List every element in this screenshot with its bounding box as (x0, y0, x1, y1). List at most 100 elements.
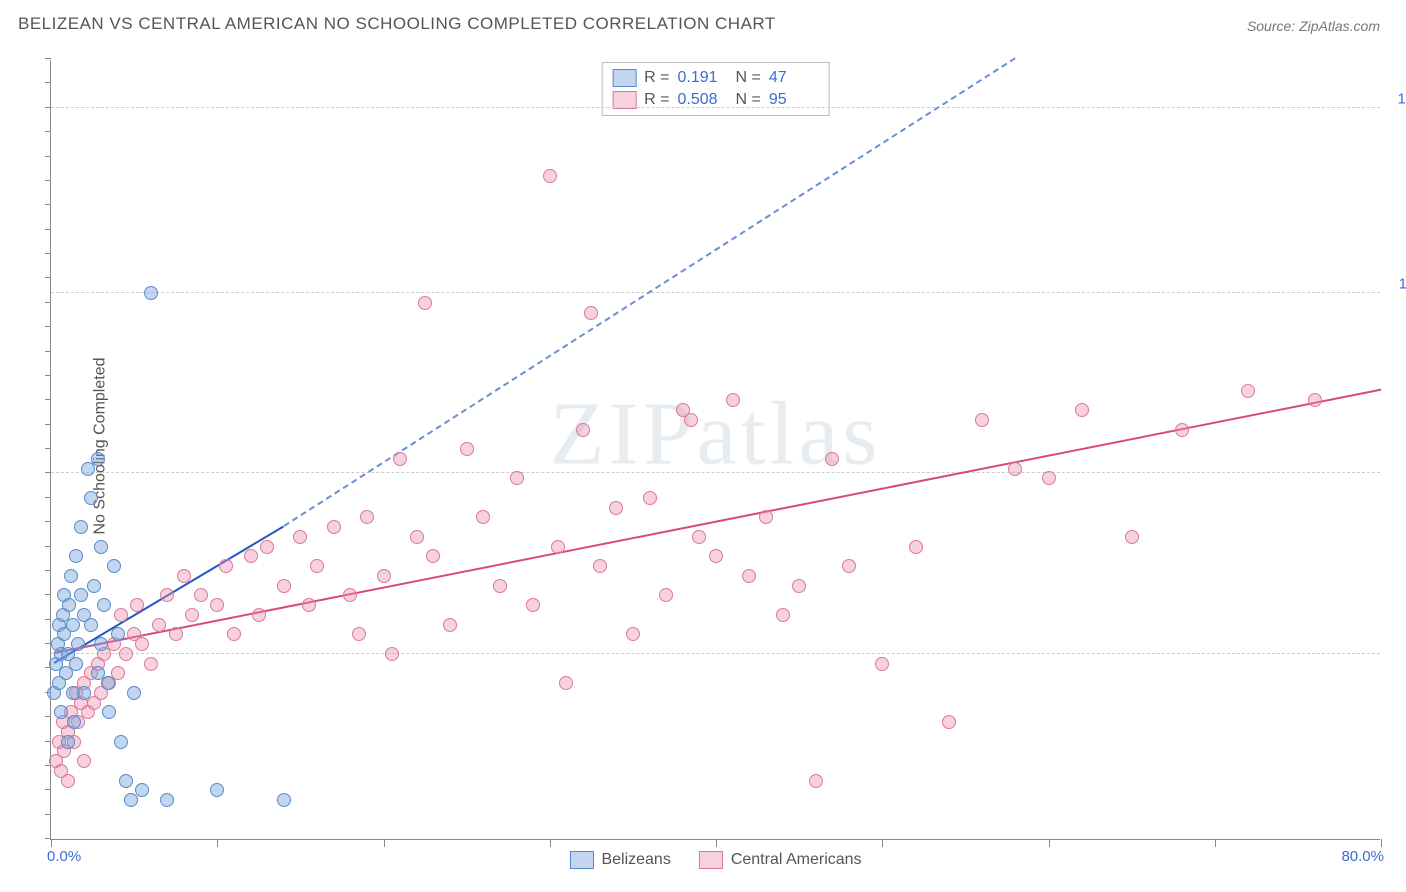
stats-row-belizeans: R = 0.191 N = 47 (612, 67, 819, 89)
data-point (559, 676, 573, 690)
data-point (1075, 403, 1089, 417)
y-tick (45, 472, 51, 473)
data-point (443, 618, 457, 632)
x-tick (217, 839, 218, 847)
data-point (842, 559, 856, 573)
data-point (185, 608, 199, 622)
data-point (84, 491, 98, 505)
data-point (61, 774, 75, 788)
chart-title: BELIZEAN VS CENTRAL AMERICAN NO SCHOOLIN… (18, 14, 776, 34)
data-point (54, 705, 68, 719)
data-point (742, 569, 756, 583)
data-point (476, 510, 490, 524)
y-tick (45, 351, 51, 352)
data-point (102, 705, 116, 719)
gridline (51, 653, 1380, 654)
y-tick (45, 594, 51, 595)
data-point (114, 735, 128, 749)
data-point (609, 501, 623, 515)
data-point (77, 686, 91, 700)
y-tick (45, 131, 51, 132)
data-point (77, 754, 91, 768)
data-point (107, 559, 121, 573)
data-point (327, 520, 341, 534)
data-point (543, 169, 557, 183)
swatch-belizeans (612, 69, 636, 87)
data-point (709, 549, 723, 563)
data-point (576, 423, 590, 437)
gridline (51, 292, 1380, 293)
data-point (493, 579, 507, 593)
data-point (124, 793, 138, 807)
data-point (1008, 462, 1022, 476)
data-point (584, 306, 598, 320)
y-tick (45, 814, 51, 815)
y-tick (45, 375, 51, 376)
data-point (260, 540, 274, 554)
gridline (51, 472, 1380, 473)
data-point (426, 549, 440, 563)
n-value-belizeans: 47 (769, 69, 819, 87)
y-tick (45, 277, 51, 278)
y-tick (45, 716, 51, 717)
data-point (875, 657, 889, 671)
data-point (64, 569, 78, 583)
x-tick (1215, 839, 1216, 847)
data-point (177, 569, 191, 583)
source-label: Source: ZipAtlas.com (1247, 18, 1380, 34)
legend-label-central: Central Americans (731, 851, 862, 869)
x-tick (716, 839, 717, 847)
data-point (942, 715, 956, 729)
data-point (277, 793, 291, 807)
data-point (69, 549, 83, 563)
data-point (135, 637, 149, 651)
data-point (194, 588, 208, 602)
y-tick (45, 570, 51, 571)
data-point (776, 608, 790, 622)
data-point (352, 627, 366, 641)
data-point (393, 452, 407, 466)
y-tick (45, 204, 51, 205)
data-point (114, 608, 128, 622)
legend-item-central: Central Americans (699, 851, 862, 869)
y-tick-label: 15.0% (1390, 90, 1406, 107)
y-tick (45, 448, 51, 449)
data-point (130, 598, 144, 612)
y-tick (45, 521, 51, 522)
data-point (244, 549, 258, 563)
legend-item-belizeans: Belizeans (569, 851, 670, 869)
y-tick (45, 229, 51, 230)
data-point (127, 686, 141, 700)
data-point (69, 657, 83, 671)
data-point (67, 715, 81, 729)
data-point (792, 579, 806, 593)
y-tick (45, 156, 51, 157)
y-tick (45, 399, 51, 400)
data-point (975, 413, 989, 427)
data-point (360, 510, 374, 524)
x-axis-max-label: 80.0% (1341, 848, 1384, 865)
data-point (219, 559, 233, 573)
x-tick (1049, 839, 1050, 847)
y-tick-label: 3.8% (1390, 636, 1406, 653)
y-tick (45, 326, 51, 327)
data-point (94, 540, 108, 554)
data-point (66, 618, 80, 632)
data-point (119, 647, 133, 661)
y-tick (45, 180, 51, 181)
y-tick (45, 546, 51, 547)
data-point (1241, 384, 1255, 398)
data-point (1308, 393, 1322, 407)
data-point (526, 598, 540, 612)
data-point (692, 530, 706, 544)
x-tick (1381, 839, 1382, 847)
data-point (252, 608, 266, 622)
stats-legend-box: R = 0.191 N = 47 R = 0.508 N = 95 (601, 62, 830, 116)
data-point (377, 569, 391, 583)
data-point (343, 588, 357, 602)
data-point (61, 735, 75, 749)
data-point (310, 559, 324, 573)
y-tick-label: 11.2% (1390, 276, 1406, 293)
bottom-legend: Belizeans Central Americans (569, 851, 861, 869)
data-point (91, 452, 105, 466)
